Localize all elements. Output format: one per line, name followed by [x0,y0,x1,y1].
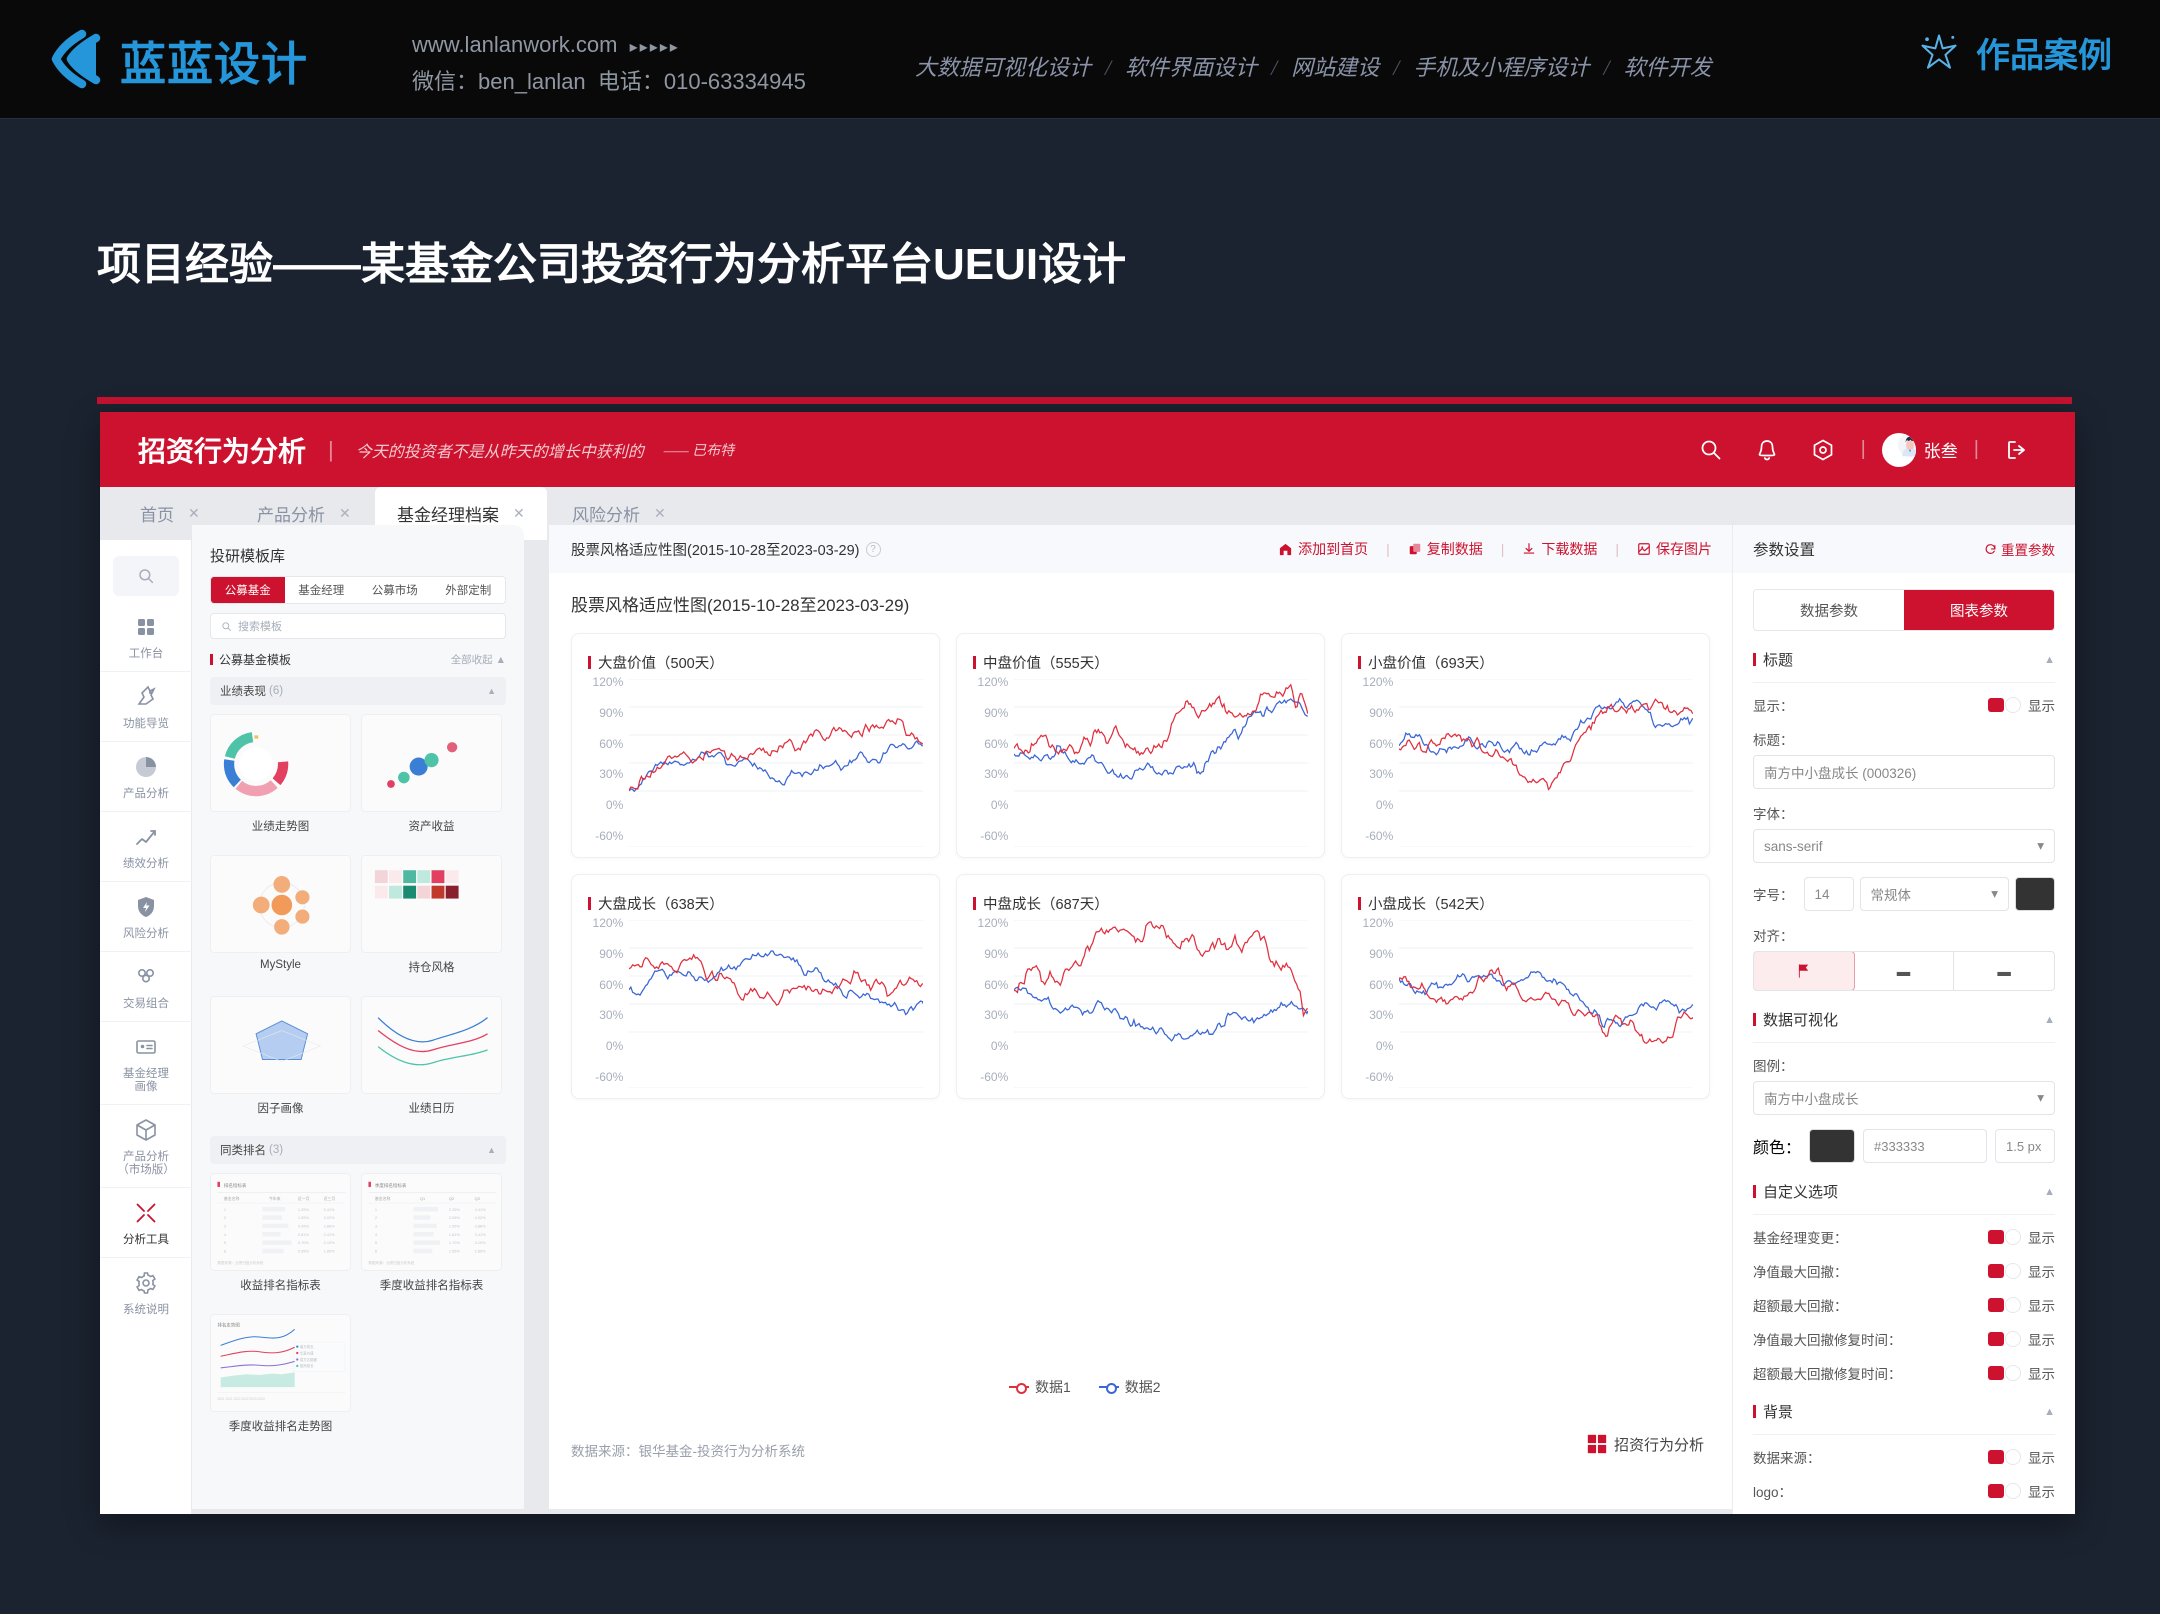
svg-text:2.85%: 2.85% [475,1250,487,1254]
svg-text:0.55%: 0.55% [298,1250,310,1254]
svg-text:1.25%: 1.25% [298,1208,310,1212]
svg-text:3.10%: 3.10% [475,1241,487,1245]
svg-text:排名指标表: 排名指标表 [224,1182,247,1189]
svg-text:6: 6 [224,1250,226,1254]
svg-text:1: 1 [375,1208,377,1212]
svg-text:近一月: 近一月 [298,1196,310,1201]
svg-text:3: 3 [224,1225,226,1229]
svg-text:1.95%: 1.95% [449,1225,461,1229]
svg-text:2: 2 [375,1216,377,1220]
svg-text:2.88%: 2.88% [324,1225,336,1229]
svg-text:今年来: 今年来 [269,1196,281,1201]
svg-text:1.70%: 1.70% [449,1241,461,1245]
svg-text:基金名称: 基金名称 [224,1196,240,1201]
svg-text:1: 1 [224,1208,226,1212]
svg-text:4.41%: 4.41% [475,1208,487,1212]
svg-text:2.25%: 2.25% [449,1208,461,1212]
svg-text:4.02%: 4.02% [475,1216,487,1220]
svg-text:南方成长: 南方成长 [300,1344,314,1349]
svg-text:5: 5 [224,1241,226,1245]
svg-text:3.41%: 3.41% [475,1233,487,1237]
svg-text:0.70%: 0.70% [298,1241,310,1245]
svg-text:2.10%: 2.10% [324,1241,336,1245]
svg-text:数据来源：业绩归因分析系统: 数据来源：业绩归因分析系统 [217,1260,263,1265]
svg-text:近三月: 近三月 [324,1196,336,1201]
svg-text:1.05%: 1.05% [298,1216,310,1220]
svg-text:Q1: Q1 [420,1197,425,1201]
svg-text:1.85%: 1.85% [324,1250,336,1254]
svg-text:3.88%: 3.88% [475,1225,487,1229]
svg-text:2.41%: 2.41% [324,1233,336,1237]
svg-text:排名走势图: 排名走势图 [217,1322,240,1329]
svg-text:3.02%: 3.02% [324,1216,336,1220]
svg-text:4: 4 [224,1233,227,1237]
svg-text:6: 6 [375,1250,377,1254]
svg-text:1.81%: 1.81% [449,1233,461,1237]
svg-text:4: 4 [375,1233,378,1237]
svg-text:0.95%: 0.95% [298,1225,310,1229]
svg-text:0.81%: 0.81% [298,1233,310,1237]
svg-text:Q2: Q2 [449,1197,454,1201]
svg-text:易方达稳健: 易方达稳健 [300,1357,318,1362]
svg-text:5: 5 [375,1241,377,1245]
svg-text:2.05%: 2.05% [449,1216,461,1220]
svg-text:2021 2021 2022 2022 2023: 2021 2021 2022 2022 2023 2023 [217,1397,264,1401]
svg-text:华夏价值: 华夏价值 [300,1350,314,1355]
svg-text:数据来源：业绩归因分析系统: 数据来源：业绩归因分析系统 [368,1260,414,1265]
svg-text:季度排名指标表: 季度排名指标表 [375,1182,407,1189]
svg-text:基金名称: 基金名称 [375,1196,391,1201]
svg-text:3.41%: 3.41% [324,1208,336,1212]
svg-text:1.55%: 1.55% [449,1250,461,1254]
svg-text:3: 3 [375,1225,377,1229]
svg-text:Q3: Q3 [475,1197,480,1201]
svg-text:2: 2 [224,1216,226,1220]
svg-text:招商成长: 招商成长 [300,1363,314,1368]
